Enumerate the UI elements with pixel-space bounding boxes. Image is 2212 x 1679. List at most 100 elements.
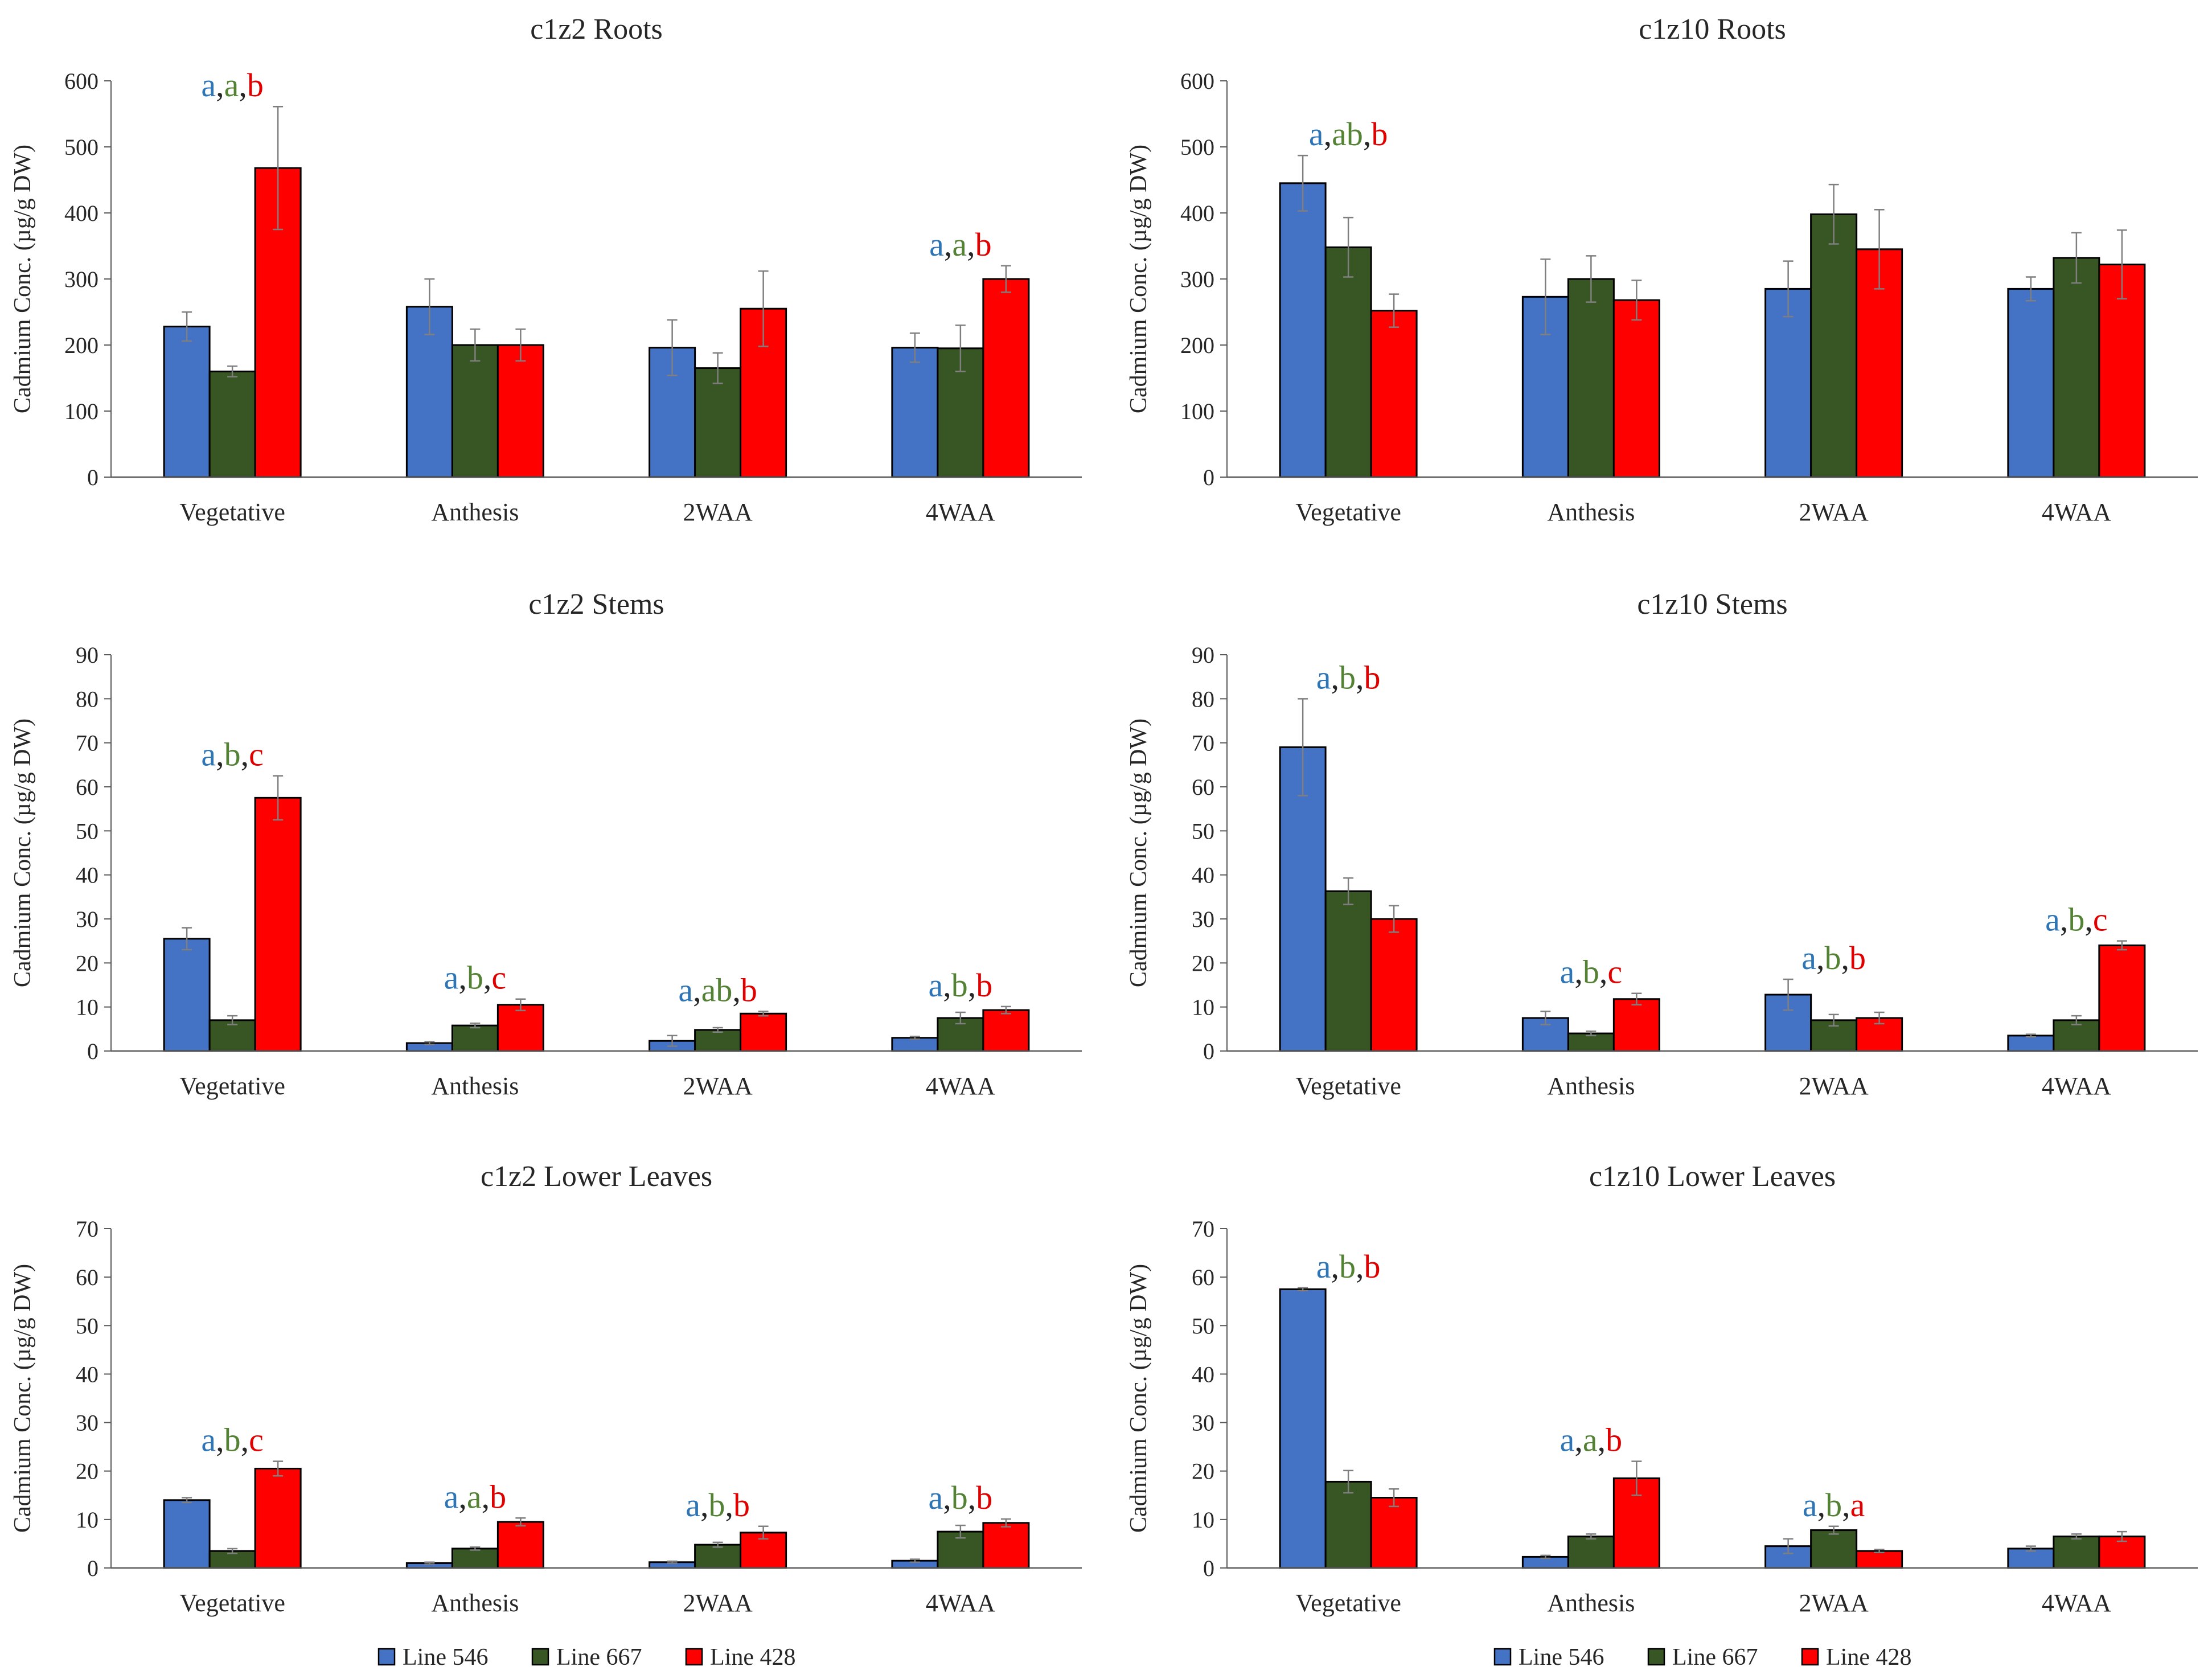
bar-line-667-anthesis xyxy=(451,1024,499,1052)
significance-letters: a,b,b xyxy=(929,1479,993,1516)
y-axis-title: Cadmium Conc. (µg/g DW) xyxy=(10,719,36,987)
legend-label: Line 667 xyxy=(556,1644,642,1670)
significance-letters: a,b,c xyxy=(1560,954,1623,991)
bar-line-546-vegetative xyxy=(163,1499,211,1569)
y-tick-label: 0 xyxy=(1203,1038,1214,1064)
y-tick-label: 20 xyxy=(76,950,99,976)
y-tick-label: 60 xyxy=(76,774,99,800)
chart-title: c1z2 Stems xyxy=(528,588,664,621)
bar-line-667-2waa xyxy=(1810,213,1858,478)
category-label: Anthesis xyxy=(1547,498,1635,526)
sig-letter: b xyxy=(1849,939,1866,976)
chart-panel-6: c1z10 Lower Leaves Cadmium Conc. (µg/g DW… xyxy=(1126,1160,2198,1617)
y-tick-label: 200 xyxy=(64,332,99,358)
y-axis-title: Cadmium Conc. (µg/g DW) xyxy=(1126,719,1152,987)
bar-line-667-2waa xyxy=(1810,1529,1858,1569)
bar-line-428-anthesis xyxy=(496,344,544,478)
sig-letter: a xyxy=(929,226,944,263)
y-tick-label: 20 xyxy=(1192,950,1214,976)
sig-separator: , xyxy=(968,967,976,1004)
category-label: Vegetative xyxy=(1295,1072,1401,1100)
y-tick-label: 300 xyxy=(1180,266,1214,292)
sig-separator: , xyxy=(943,967,951,1004)
legend-swatch-line-428 xyxy=(1801,1648,1819,1666)
bar-line-546-4waa xyxy=(2007,1035,2055,1052)
sig-separator: , xyxy=(725,1487,734,1524)
sig-letter: b xyxy=(1606,1422,1622,1459)
bar-line-546-vegetative xyxy=(1279,746,1327,1052)
significance-letters: a,ab,b xyxy=(1309,116,1388,153)
y-tick-label: 40 xyxy=(76,1361,99,1387)
y-tick-label: 40 xyxy=(1192,1361,1214,1387)
chart-title: c1z2 Roots xyxy=(530,13,663,46)
category-label: 2WAA xyxy=(683,498,753,526)
y-tick-label: 40 xyxy=(76,863,99,888)
sig-letter: a xyxy=(467,1478,482,1515)
sig-letter: b xyxy=(224,1422,241,1459)
legend-label: Line 546 xyxy=(1519,1644,1604,1670)
significance-letters: a,b,c xyxy=(444,959,507,996)
significance-letters: a,b,b xyxy=(1316,659,1381,696)
sig-separator: , xyxy=(216,1422,224,1459)
sig-separator: , xyxy=(1817,1487,1826,1524)
category-label: 4WAA xyxy=(926,498,995,526)
y-tick-label: 40 xyxy=(1192,863,1214,888)
sig-separator: , xyxy=(458,1478,467,1515)
bar-line-667-4waa xyxy=(2053,1536,2100,1569)
category-label: 2WAA xyxy=(1799,498,1869,526)
chart-title: c1z10 Roots xyxy=(1639,13,1786,46)
significance-letters: a,a,b xyxy=(444,1478,507,1515)
y-tick-label: 300 xyxy=(64,266,99,292)
y-tick-label: 80 xyxy=(76,686,99,712)
chart-title: c1z2 Lower Leaves xyxy=(481,1160,712,1193)
bar-line-546-4waa xyxy=(2007,288,2055,478)
category-label: 4WAA xyxy=(2042,498,2111,526)
sig-separator: , xyxy=(1356,659,1364,696)
category-label: 4WAA xyxy=(2042,1072,2111,1100)
y-tick-label: 30 xyxy=(1192,906,1214,932)
bar-line-428-2waa xyxy=(740,1012,787,1052)
y-tick-label: 400 xyxy=(1180,200,1214,226)
y-tick-label: 30 xyxy=(76,906,99,932)
bar-line-428-anthesis xyxy=(1612,1477,1660,1569)
sig-letter: a xyxy=(952,226,967,263)
sig-letter: b xyxy=(224,736,241,773)
sig-letter: b xyxy=(2068,901,2084,938)
bar-line-428-4waa xyxy=(2098,944,2146,1052)
legend-label: Line 667 xyxy=(1672,1644,1758,1670)
sig-letter: b xyxy=(951,967,968,1004)
sig-letter: b xyxy=(1339,659,1356,696)
sig-letter: b xyxy=(741,971,757,1008)
y-tick-label: 0 xyxy=(87,1038,99,1064)
sig-letter: a xyxy=(224,67,239,104)
sig-separator: , xyxy=(239,67,247,104)
sig-letter: b xyxy=(1825,939,1841,976)
chart-title: c1z10 Lower Leaves xyxy=(1589,1160,1836,1193)
category-label: Anthesis xyxy=(1547,1072,1635,1100)
category-label: 2WAA xyxy=(683,1072,753,1100)
sig-letter: b xyxy=(733,1487,750,1524)
y-tick-label: 30 xyxy=(1192,1410,1214,1436)
bar-line-428-vegetative xyxy=(1370,310,1418,478)
sig-separator: , xyxy=(943,1479,951,1516)
legend-swatch-line-546 xyxy=(1493,1648,1512,1666)
y-tick-label: 500 xyxy=(1180,134,1214,160)
y-tick-label: 50 xyxy=(1192,1313,1214,1339)
legend-label: Line 428 xyxy=(1826,1644,1911,1670)
sig-letter: a xyxy=(1850,1487,1865,1524)
sig-letter: a xyxy=(1803,1487,1817,1524)
sig-letter: a xyxy=(444,1478,459,1515)
sig-separator: , xyxy=(1574,1422,1583,1459)
y-tick-label: 200 xyxy=(1180,332,1214,358)
sig-separator: , xyxy=(1842,1487,1850,1524)
sig-separator: , xyxy=(2084,901,2093,938)
sig-separator: , xyxy=(1598,1422,1606,1459)
sig-letter: b xyxy=(976,967,992,1004)
sig-separator: , xyxy=(693,971,701,1008)
category-label: Anthesis xyxy=(431,1589,519,1617)
sig-separator: , xyxy=(216,67,224,104)
sig-separator: , xyxy=(483,959,492,996)
chart-panel-1: c1z2 Roots Cadmium Conc. (µg/g DW) 0 100 200… xyxy=(10,13,1082,526)
y-tick-label: 70 xyxy=(1192,1216,1214,1242)
